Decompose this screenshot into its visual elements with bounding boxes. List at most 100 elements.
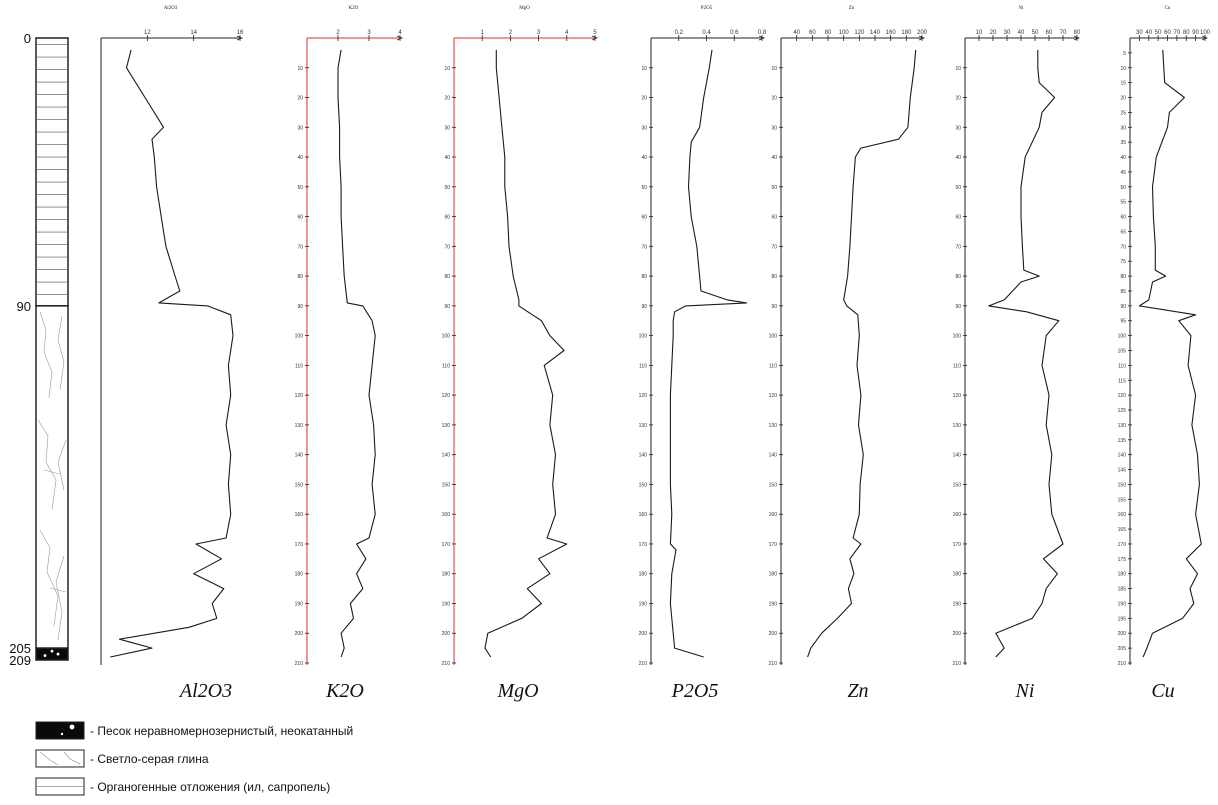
panel-al2o3: Al2O3 12 14 16 Al2O3	[100, 6, 244, 702]
depth-tick-label: 70	[955, 244, 961, 250]
depth-tick-label: 110	[295, 363, 303, 369]
clay-crack	[57, 439, 67, 491]
depth-tick-label: 115	[1118, 378, 1126, 384]
x-tick-label: 0.6	[730, 30, 739, 36]
depth-tick-label: 200	[442, 631, 451, 637]
depth-tick-label: 170	[442, 542, 451, 548]
depth-tick-label: 190	[295, 601, 304, 607]
depth-tick-label: 20	[771, 96, 777, 102]
panel-label: P2O5	[671, 680, 719, 702]
depth-tick-label: 150	[442, 482, 451, 488]
depth-tick-label: 130	[769, 423, 778, 429]
depth-tick-label: 80	[641, 274, 647, 280]
depth-tick-label: 90	[955, 304, 961, 310]
depth-tick-label: 30	[955, 125, 961, 131]
depth-tick-label: 55	[1120, 200, 1126, 206]
x-tick-label: 50	[1032, 30, 1039, 36]
legend-label: - Органогенные отложения (ил, сапропель)	[90, 780, 330, 794]
panel-label: MgO	[496, 680, 538, 702]
depth-tick-label: 100	[295, 334, 304, 340]
depth-tick-label: 200	[295, 631, 304, 637]
depth-tick-label: 90	[771, 304, 777, 310]
panel-p2o5: P2O5 0.2 0.4 0.6 0.8 10 20 30 40 50 60 70 80 90 100 110…	[639, 6, 767, 702]
depth-tick-label: 120	[442, 393, 451, 399]
depth-tick-label: 80	[771, 274, 777, 280]
clay-crack	[39, 311, 53, 399]
depth-tick-label: 20	[955, 96, 961, 102]
depth-tick-label: 155	[1118, 497, 1127, 503]
depth-tick-label: 180	[953, 572, 962, 578]
depth-tick-label: 65	[1120, 229, 1126, 235]
x-axis-arrow	[236, 35, 244, 41]
depth-tick-label: 100	[639, 334, 648, 340]
x-tick-label: 70	[1174, 30, 1181, 36]
depth-tick-label: 160	[295, 512, 304, 518]
depth-tick-label: 170	[639, 542, 648, 548]
depth-tick-label: 130	[953, 423, 962, 429]
panel-ni: Ni 10 20 30 40 50 60 70 80 10 20 30 40 50 60 70 80 90 100 1…	[953, 6, 1081, 702]
x-tick-label: 40	[1018, 30, 1025, 36]
x-tick-label: 5	[593, 30, 597, 36]
depth-tick-label: 80	[444, 274, 450, 280]
panel-label: Zn	[847, 680, 868, 702]
depth-tick-label: 30	[444, 125, 450, 131]
x-tick-label: 100	[1200, 30, 1211, 36]
depth-tick-label: 150	[769, 482, 778, 488]
x-tick-label: 30	[1136, 30, 1143, 36]
depth-tick-label: 15	[1120, 81, 1126, 87]
depth-tick-label: 120	[953, 393, 962, 399]
depth-tick-label: 120	[769, 393, 778, 399]
depth-tick-label: 210	[953, 661, 962, 667]
legend-clay-rect	[35, 749, 85, 768]
depth-tick-label: 40	[955, 155, 961, 161]
depth-tick-label: 90	[297, 304, 303, 310]
legend-swatch-black-sand	[35, 721, 85, 740]
depth-tick-label: 20	[444, 96, 450, 102]
x-tick-label: 10	[976, 30, 983, 36]
depth-tick-label: 120	[639, 393, 648, 399]
depth-tick-label: 80	[955, 274, 961, 280]
x-axis-arrow	[758, 35, 766, 41]
x-tick-label: 30	[1004, 30, 1011, 36]
depth-tick-label: 140	[442, 453, 451, 459]
depth-tick-label: 95	[1120, 319, 1126, 325]
clay-layer	[35, 305, 69, 649]
depth-tick-label: 40	[641, 155, 647, 161]
depth-tick-label: 110	[953, 363, 961, 369]
x-tick-label: 2	[509, 30, 513, 36]
x-axis-arrow	[1201, 35, 1209, 41]
depth-tick-label: 190	[953, 601, 962, 607]
x-tick-label: 50	[1155, 30, 1162, 36]
profile-line-ni	[988, 49, 1064, 658]
depth-tick-label: 50	[444, 185, 450, 191]
depth-tick-label: 180	[769, 572, 778, 578]
sand-grain	[69, 724, 75, 730]
depth-tick-label: 10	[1120, 66, 1126, 72]
depth-tick-label: 200	[639, 631, 648, 637]
depth-tick-label: 200	[953, 631, 962, 637]
organic-layer	[35, 37, 69, 307]
depth-tick-label: 90	[444, 304, 450, 310]
depth-tick-label: 160	[769, 512, 778, 518]
depth-tick-label: 40	[1120, 155, 1126, 161]
depth-tick-label: 170	[1118, 542, 1127, 548]
x-tick-label: 40	[793, 30, 800, 36]
depth-tick-label: 150	[953, 482, 962, 488]
depth-tick-label: 25	[1120, 110, 1126, 116]
profile-line-al2o3	[110, 49, 234, 658]
depth-mark-label: 205	[9, 641, 31, 656]
depth-tick-label: 90	[641, 304, 647, 310]
depth-tick-label: 30	[641, 125, 647, 131]
panel-mgo: MgO 1 2 3 4 5 10 20 30 40 50 60 70 80 90 100 110 120 130 14…	[442, 6, 599, 702]
x-axis-arrow	[396, 35, 404, 41]
x-tick-label: 80	[1183, 30, 1190, 36]
profile-line-k2o	[337, 49, 376, 658]
panel-label: Al2O3	[178, 680, 232, 702]
depth-mark-label: 209	[9, 653, 31, 668]
depth-tick-label: 200	[1118, 631, 1127, 637]
depth-tick-label: 170	[295, 542, 304, 548]
depth-tick-label: 110	[442, 363, 450, 369]
clay-crack	[43, 469, 61, 475]
depth-tick-label: 60	[641, 215, 647, 221]
